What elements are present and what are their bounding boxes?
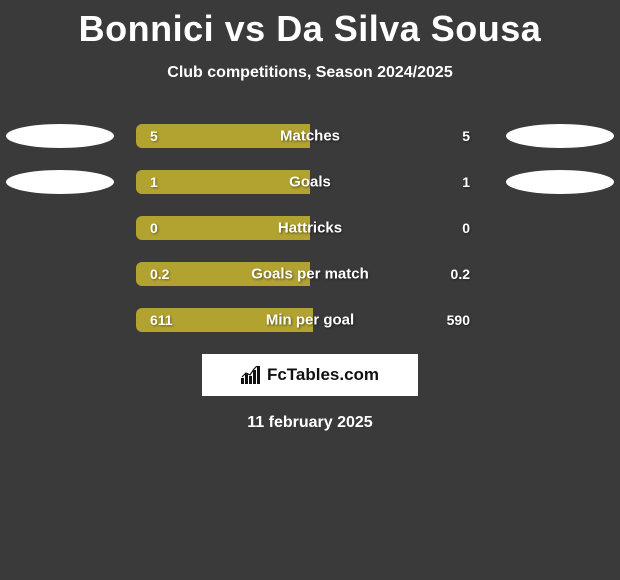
stat-label: Goals per match <box>251 266 369 283</box>
stat-label: Matches <box>280 128 340 145</box>
right-player-oval <box>506 124 614 148</box>
logo-box: FcTables.com <box>202 354 418 396</box>
stat-left-value: 0 <box>150 220 158 236</box>
stat-right-value: 0.2 <box>451 266 470 282</box>
stat-right-value: 5 <box>462 128 470 144</box>
stat-bar: 0.2 0.2 Goals per match <box>136 262 484 286</box>
stat-bar: 5 5 Matches <box>136 124 484 148</box>
stat-bar-left-segment <box>136 170 310 194</box>
stat-label: Hattricks <box>278 220 342 237</box>
comparison-rows: 5 5 Matches 1 1 Goals 0 0 Hattricks 0.2 0.2 Goals p… <box>0 124 620 332</box>
logo-text: FcTables.com <box>267 365 379 385</box>
page-title: Bonnici vs Da Silva Sousa <box>0 0 620 50</box>
bar-chart-icon <box>241 366 263 384</box>
stat-label: Goals <box>289 174 331 191</box>
stat-row: 5 5 Matches <box>0 124 620 148</box>
left-player-oval <box>6 124 114 148</box>
stat-bar-right-segment <box>310 170 484 194</box>
stat-left-value: 5 <box>150 128 158 144</box>
right-player-oval <box>506 170 614 194</box>
stat-row: 611 590 Min per goal <box>0 308 620 332</box>
stat-bar: 611 590 Min per goal <box>136 308 484 332</box>
stat-bar: 1 1 Goals <box>136 170 484 194</box>
stat-bar: 0 0 Hattricks <box>136 216 484 240</box>
subtitle: Club competitions, Season 2024/2025 <box>0 64 620 82</box>
stat-row: 0.2 0.2 Goals per match <box>0 262 620 286</box>
stat-left-value: 1 <box>150 174 158 190</box>
left-player-oval <box>6 170 114 194</box>
stat-right-value: 0 <box>462 220 470 236</box>
stat-label: Min per goal <box>266 312 354 329</box>
stat-left-value: 611 <box>150 312 173 328</box>
stat-right-value: 1 <box>462 174 470 190</box>
date-label: 11 february 2025 <box>0 414 620 432</box>
stat-right-value: 590 <box>447 312 470 328</box>
stat-left-value: 0.2 <box>150 266 169 282</box>
stat-row: 1 1 Goals <box>0 170 620 194</box>
stat-row: 0 0 Hattricks <box>0 216 620 240</box>
